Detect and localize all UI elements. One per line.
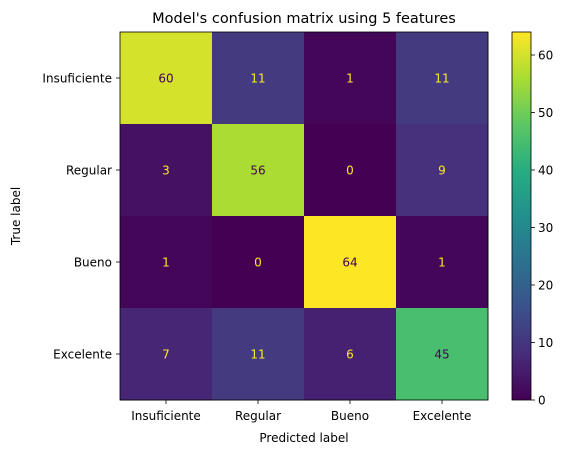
colorbar-tick-label: 0: [538, 394, 546, 408]
heatmap-cell: [396, 32, 489, 125]
x-tick-label: Bueno: [331, 409, 369, 423]
colorbar-tick-label: 30: [538, 221, 553, 235]
y-tick-label: Excelente: [53, 348, 112, 362]
cell-value-label: 64: [342, 256, 357, 270]
cell-value-label: 1: [438, 256, 446, 270]
heatmap-cell: [304, 124, 397, 217]
colorbar: [511, 31, 532, 401]
cell-value-label: 56: [250, 164, 265, 178]
heatmap-cell: [120, 124, 213, 217]
colorbar-tick-label: 10: [538, 336, 553, 350]
colorbar-tick-label: 40: [538, 164, 553, 178]
heatmap-cell: [396, 308, 489, 401]
x-tick-label: Insuficiente: [131, 409, 201, 423]
y-axis-ticks: Insuficiente Regular Bueno Excelente: [42, 72, 120, 362]
x-axis-label: Predicted label: [259, 431, 348, 445]
y-tick-label: Regular: [66, 164, 112, 178]
heatmap-cell: [396, 124, 489, 217]
cell-value-label: 0: [254, 256, 262, 270]
cell-value-label: 9: [438, 164, 446, 178]
cell-value-label: 60: [158, 72, 173, 86]
heatmap-cell: [212, 32, 305, 125]
heatmap-cell: [212, 216, 305, 309]
heatmap-cells: [120, 32, 489, 401]
cell-value-label: 0: [346, 164, 354, 178]
plot-frame: [119, 31, 489, 401]
x-tick-label: Regular: [235, 409, 281, 423]
x-tick-label: Excelente: [413, 409, 472, 423]
cell-value-label: 7: [162, 348, 170, 362]
cell-value-label: 11: [434, 72, 449, 86]
colorbar-ticks: 0 10 20 30 40 50 60: [531, 49, 553, 408]
cell-value-label: 11: [250, 348, 265, 362]
heatmap-cell: [304, 308, 397, 401]
y-tick-label: Bueno: [74, 256, 112, 270]
heatmap-cell: [304, 32, 397, 125]
cell-value-label: 1: [162, 256, 170, 270]
y-axis-label: True label: [9, 187, 23, 246]
x-axis-ticks: Insuficiente Regular Bueno Excelente: [131, 400, 471, 423]
cell-value-labels: 60 11 1 113 56 0 91 0 64 17 11 6 45: [158, 72, 449, 362]
colorbar-tick-label: 60: [538, 49, 553, 63]
colorbar-tick-label: 20: [538, 279, 553, 293]
colorbar-tick-label: 50: [538, 106, 553, 120]
heatmap-cell: [120, 32, 213, 125]
cell-value-label: 45: [434, 348, 449, 362]
heatmap-cell: [120, 216, 213, 309]
heatmap-cell: [120, 308, 213, 401]
heatmap-cell: [212, 124, 305, 217]
cell-value-label: 3: [162, 164, 170, 178]
cell-value-label: 11: [250, 72, 265, 86]
cell-value-label: 1: [346, 72, 354, 86]
cell-value-label: 6: [346, 348, 354, 362]
y-tick-label: Insuficiente: [42, 72, 112, 86]
chart-title: Model's confusion matrix using 5 feature…: [152, 11, 456, 27]
heatmap-cell: [212, 308, 305, 401]
heatmap-cell: [396, 216, 489, 309]
heatmap-cell: [304, 216, 397, 309]
